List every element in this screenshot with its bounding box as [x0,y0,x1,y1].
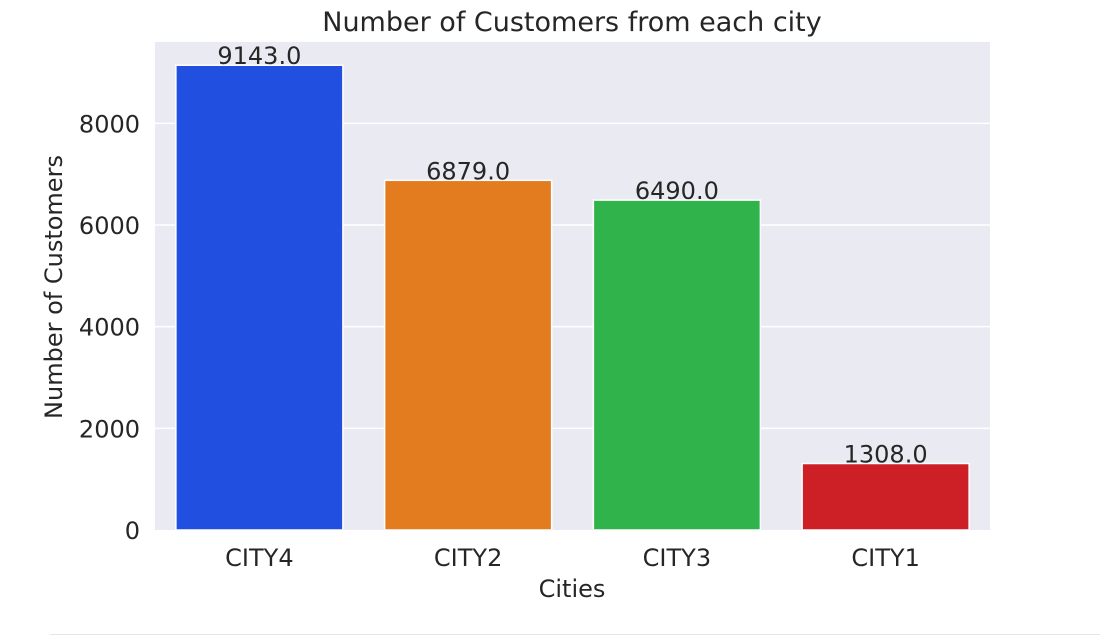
y-axis-label: Number of Customers [40,155,68,419]
data-label-city3: 6490.0 [635,177,719,205]
data-label-city2: 6879.0 [426,157,510,185]
data-label-city4: 9143.0 [217,42,301,70]
divider [50,634,1100,635]
bar-city1 [801,462,970,531]
bar-city4 [175,64,344,531]
data-labels: 9143.0 6879.0 6490.0 1308.0 [217,42,927,468]
y-tick-label-3: 6000 [79,212,140,240]
x-tick-label-city2: CITY2 [434,544,502,572]
y-tick-label-1: 2000 [79,415,140,443]
chart-title: Number of Customers from each city [322,7,821,38]
bar-city3 [592,199,762,531]
bar-city2 [383,179,553,531]
y-tick-label-0: 0 [125,517,140,545]
data-label-city1: 1308.0 [844,441,928,469]
y-tick-label-4: 8000 [79,110,140,138]
y-tick-label-2: 4000 [79,314,140,342]
bars [175,64,970,531]
y-axis-ticks: 0 2000 4000 6000 8000 [79,110,140,545]
x-tick-label-city3: CITY3 [643,544,711,572]
x-axis-ticks: CITY4 CITY2 CITY3 CITY1 [225,544,920,572]
x-tick-label-city4: CITY4 [225,544,293,572]
x-axis-label: Cities [539,575,606,603]
x-tick-label-city1: CITY1 [851,544,919,572]
